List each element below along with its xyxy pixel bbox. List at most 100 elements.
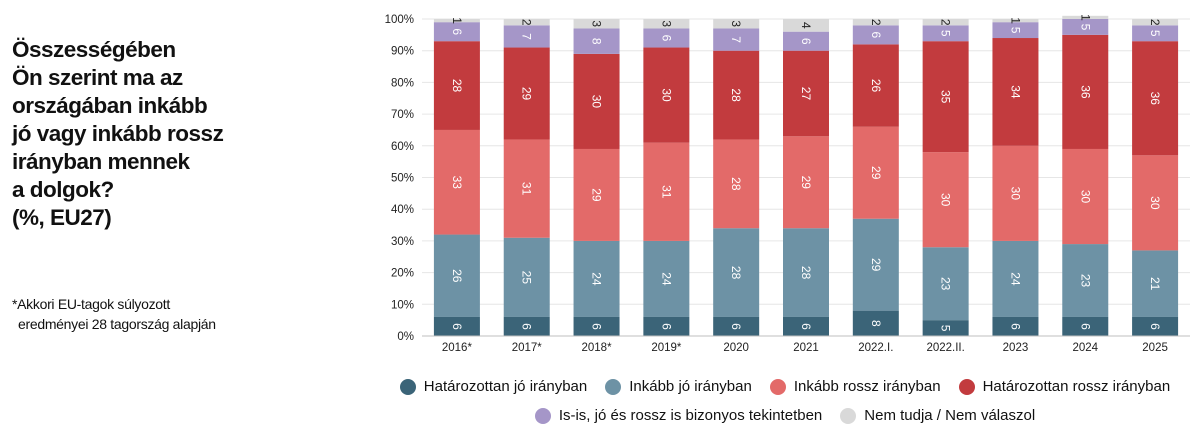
bar-data-label: 36 xyxy=(1148,92,1162,106)
bar-data-label: 6 xyxy=(659,323,673,330)
bar-segment xyxy=(573,28,620,54)
bar-data-label: 30 xyxy=(659,88,673,102)
bar-segment xyxy=(713,19,760,29)
bar-segment xyxy=(783,19,829,32)
y-tick-label: 30% xyxy=(391,236,414,248)
bar-segment xyxy=(992,19,1039,23)
bar-data-label: 7 xyxy=(520,33,534,40)
legend-swatch xyxy=(769,378,786,395)
bar-data-label: 6 xyxy=(1008,323,1022,330)
bar-data-label: 23 xyxy=(1078,274,1092,288)
bar-segment xyxy=(433,41,480,130)
legend-label: Inkább jó irányban xyxy=(629,378,752,395)
bar-data-label: 6 xyxy=(869,32,883,39)
question-title: Összességében Ön szerint ma az országába… xyxy=(12,36,312,232)
bar-data-label: 6 xyxy=(1148,323,1162,330)
bar-segment xyxy=(643,316,690,336)
bar-segment xyxy=(1062,15,1109,19)
legend-label: Nem tudja / Nem válaszol xyxy=(864,407,1036,424)
bar-data-label: 28 xyxy=(729,266,743,280)
x-tick-label: 2022.I. xyxy=(858,342,893,354)
bar-data-label: 5 xyxy=(1148,30,1162,37)
bar-segment xyxy=(573,316,620,336)
y-tick-label: 40% xyxy=(391,204,414,216)
question-line: (%, EU27) xyxy=(12,205,112,230)
bar-segment xyxy=(852,310,899,336)
y-tick-label: 90% xyxy=(391,46,414,58)
bar-data-label: 6 xyxy=(520,323,534,330)
bar-data-label: 29 xyxy=(590,188,604,202)
bar-data-label: 6 xyxy=(659,35,673,42)
legend-swatch xyxy=(534,407,551,424)
legend-label: Is-is, jó és rossz is bizonyos tekintetb… xyxy=(558,407,823,424)
x-tick-label: 2016* xyxy=(442,342,473,354)
bar-data-label: 31 xyxy=(659,185,673,199)
bar-segment xyxy=(433,129,480,235)
bar-segment xyxy=(503,47,550,140)
bar-segment xyxy=(643,28,690,48)
y-tick-label: 80% xyxy=(391,77,414,89)
bar-segment xyxy=(713,50,760,140)
bar-data-label: 2 xyxy=(869,19,883,26)
legend-swatch xyxy=(605,378,622,395)
x-tick-label: 2025 xyxy=(1142,342,1168,354)
bar-data-label: 8 xyxy=(590,38,604,45)
bar-data-label: 29 xyxy=(869,258,883,272)
bar-segment xyxy=(643,142,690,241)
bar-data-label: 6 xyxy=(590,323,604,330)
bar-segment xyxy=(433,22,480,42)
bar-segment xyxy=(433,19,480,23)
bar-data-label: 6 xyxy=(799,38,813,45)
bar-segment xyxy=(643,240,690,317)
bar-data-label: 29 xyxy=(869,166,883,180)
bar-segment xyxy=(503,316,550,336)
legend-swatch xyxy=(399,378,416,395)
x-tick-label: 2023 xyxy=(1003,342,1029,354)
bar-data-label: 4 xyxy=(799,22,813,29)
legend-label: Inkább rossz irányban xyxy=(793,378,941,395)
bar-segment xyxy=(1132,19,1179,26)
legend-item: Inkább jó irányban xyxy=(605,378,752,395)
bar-segment xyxy=(992,38,1039,146)
bar-segment xyxy=(922,320,969,336)
bar-data-label: 6 xyxy=(729,323,743,330)
bar-segment xyxy=(852,25,899,45)
x-tick-label: 2020 xyxy=(723,342,749,354)
legend-item: Határozottan rossz irányban xyxy=(958,378,1170,395)
y-tick-label: 20% xyxy=(391,268,414,280)
bar-data-label: 26 xyxy=(869,79,883,93)
x-tick-label: 2021 xyxy=(793,342,819,354)
x-tick-label: 2018* xyxy=(582,342,613,354)
bar-segment xyxy=(503,25,550,48)
bar-data-label: 21 xyxy=(1148,277,1162,291)
bar-segment xyxy=(1062,34,1109,149)
bar-segment xyxy=(783,228,829,317)
bar-data-label: 3 xyxy=(590,20,604,27)
chart-legend-row-2: Is-is, jó és rossz is bizonyos tekintetb… xyxy=(370,407,1200,424)
bar-data-label: 28 xyxy=(450,79,464,93)
bar-segment xyxy=(573,240,620,317)
bar-segment xyxy=(1132,25,1179,42)
y-tick-label: 70% xyxy=(391,109,414,121)
footnote-line: *Akkori EU-tagok súlyozott xyxy=(12,296,170,312)
bar-data-label: 5 xyxy=(1008,27,1022,34)
bar-segment xyxy=(573,19,620,29)
bar-data-label: 23 xyxy=(939,277,953,291)
question-line: irányban mennek xyxy=(12,149,190,174)
bar-segment xyxy=(852,44,899,127)
legend-item: Határozottan jó irányban xyxy=(399,378,587,395)
bar-data-label: 2 xyxy=(520,19,534,26)
bar-data-label: 35 xyxy=(939,90,953,104)
bar-data-label: 2 xyxy=(1148,19,1162,26)
bar-data-label: 25 xyxy=(520,271,534,285)
bar-data-label: 34 xyxy=(1008,85,1022,99)
bar-data-label: 31 xyxy=(520,182,534,196)
bar-data-label: 24 xyxy=(659,272,673,286)
stacked-bar-chart: 0%10%20%30%40%50%60%70%80%90%100%6263328… xyxy=(385,14,1190,354)
question-line: Összességében xyxy=(12,37,176,62)
bar-data-label: 5 xyxy=(939,325,953,332)
bar-data-label: 8 xyxy=(869,320,883,327)
bar-data-label: 29 xyxy=(520,87,534,101)
bar-segment xyxy=(1132,155,1179,251)
bar-data-label: 30 xyxy=(939,193,953,207)
